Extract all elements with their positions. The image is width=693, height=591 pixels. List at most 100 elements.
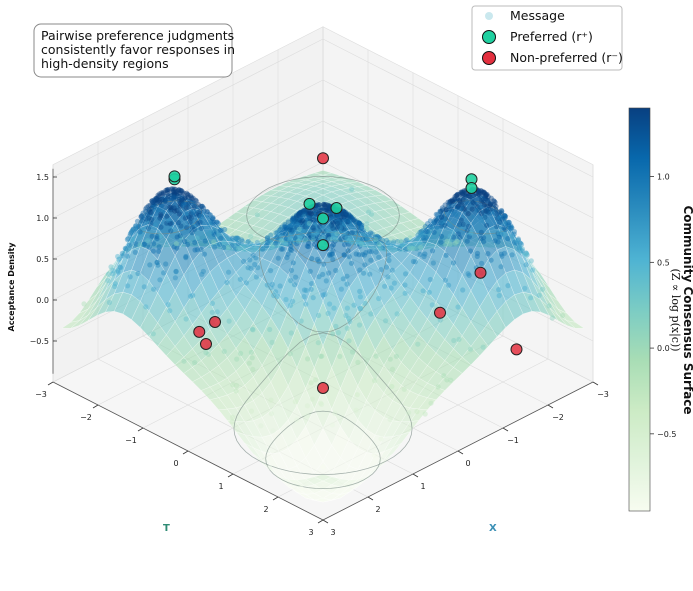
message-point bbox=[110, 268, 116, 274]
message-point bbox=[342, 242, 348, 248]
message-point bbox=[363, 236, 369, 242]
message-point bbox=[263, 243, 269, 249]
message-point bbox=[177, 203, 183, 209]
message-point bbox=[358, 241, 364, 247]
message-point bbox=[313, 377, 319, 383]
message-point bbox=[290, 228, 296, 234]
message-point bbox=[357, 294, 363, 300]
message-point bbox=[393, 353, 399, 359]
message-point bbox=[418, 231, 424, 238]
message-point bbox=[357, 288, 363, 294]
message-point bbox=[519, 246, 526, 252]
message-point bbox=[179, 196, 185, 202]
message-point bbox=[327, 252, 333, 259]
message-point bbox=[312, 241, 318, 247]
message-point bbox=[184, 225, 190, 231]
message-point bbox=[168, 206, 174, 212]
message-point bbox=[349, 186, 355, 192]
message-point bbox=[319, 496, 325, 502]
message-point bbox=[332, 237, 338, 243]
message-point bbox=[125, 236, 131, 242]
message-point bbox=[346, 241, 352, 247]
message-point bbox=[465, 271, 471, 277]
message-point bbox=[326, 208, 332, 214]
message-point bbox=[234, 382, 240, 389]
message-point bbox=[457, 191, 463, 197]
message-point bbox=[492, 199, 498, 205]
message-point bbox=[135, 270, 141, 277]
message-point bbox=[359, 224, 365, 230]
message-point bbox=[502, 215, 508, 221]
message-point bbox=[157, 198, 163, 204]
message-point bbox=[373, 249, 379, 255]
message-point bbox=[303, 287, 309, 293]
message-point bbox=[171, 194, 177, 200]
message-point bbox=[311, 227, 317, 233]
message-point bbox=[498, 210, 505, 216]
message-point bbox=[514, 238, 520, 244]
message-point bbox=[480, 189, 486, 195]
message-point bbox=[373, 236, 379, 242]
legend-label-nonpreferred: Non-preferred (r⁻) bbox=[510, 50, 623, 65]
message-point bbox=[434, 224, 440, 230]
message-point bbox=[218, 227, 224, 233]
message-point bbox=[327, 301, 333, 307]
message-point bbox=[306, 220, 312, 226]
message-point bbox=[298, 211, 304, 217]
message-point bbox=[315, 340, 321, 346]
message-point bbox=[449, 198, 455, 204]
message-point bbox=[193, 197, 199, 203]
message-point bbox=[212, 244, 218, 250]
message-point bbox=[189, 196, 195, 202]
message-point bbox=[342, 212, 348, 218]
message-point bbox=[154, 207, 161, 213]
message-point bbox=[335, 218, 341, 224]
x-tick-label: 0 bbox=[465, 459, 470, 468]
message-point bbox=[176, 187, 182, 193]
message-point bbox=[298, 318, 304, 324]
message-point bbox=[442, 216, 448, 222]
message-point bbox=[297, 213, 303, 219]
message-point bbox=[244, 239, 250, 245]
message-point bbox=[301, 294, 307, 300]
message-point bbox=[351, 217, 357, 223]
message-point bbox=[447, 221, 453, 227]
message-point bbox=[179, 195, 185, 201]
message-point bbox=[229, 419, 235, 425]
annotation-line-2: consistently favor responses in bbox=[41, 42, 235, 57]
message-point bbox=[139, 213, 145, 219]
message-point bbox=[443, 242, 449, 248]
message-point bbox=[128, 230, 134, 236]
x-tick bbox=[367, 496, 374, 501]
message-point bbox=[145, 238, 151, 244]
message-point bbox=[199, 271, 205, 277]
message-point bbox=[296, 211, 302, 217]
message-point bbox=[185, 212, 191, 218]
message-point bbox=[164, 220, 170, 226]
message-point bbox=[339, 225, 345, 231]
message-point bbox=[203, 349, 209, 356]
message-point bbox=[337, 220, 343, 226]
message-point bbox=[382, 283, 388, 289]
message-point bbox=[170, 186, 176, 192]
message-point bbox=[352, 219, 358, 225]
preference-points bbox=[168, 152, 523, 394]
message-point bbox=[308, 209, 314, 215]
message-point bbox=[171, 194, 177, 200]
message-point bbox=[321, 202, 327, 208]
message-point bbox=[347, 318, 353, 325]
message-point bbox=[438, 208, 444, 214]
message-point bbox=[218, 235, 224, 241]
message-point bbox=[168, 207, 174, 213]
message-point bbox=[280, 246, 286, 252]
message-point bbox=[313, 211, 319, 217]
message-point bbox=[295, 211, 302, 217]
message-point bbox=[337, 220, 343, 226]
message-point bbox=[127, 233, 133, 239]
message-point bbox=[376, 241, 382, 247]
message-point bbox=[162, 198, 168, 204]
message-point bbox=[496, 287, 502, 293]
message-point bbox=[368, 211, 375, 217]
message-point bbox=[397, 246, 403, 252]
